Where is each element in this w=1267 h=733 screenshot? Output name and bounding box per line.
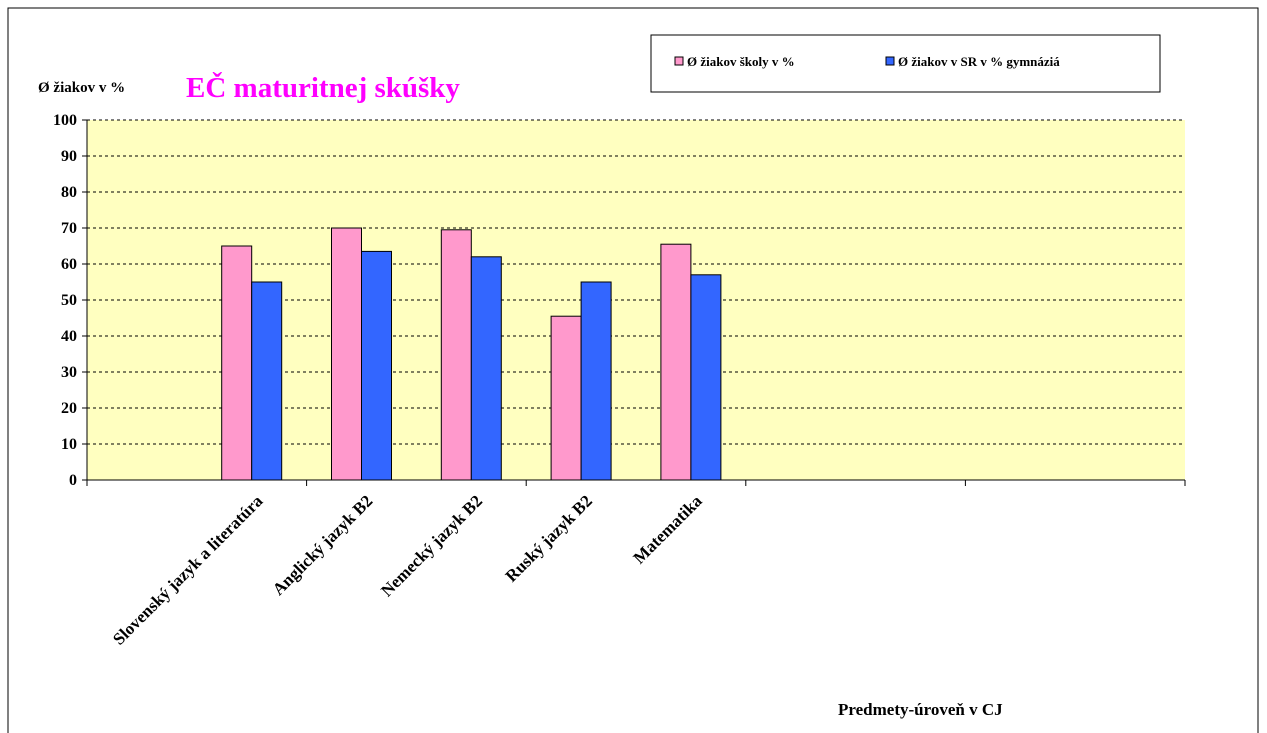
legend-swatch bbox=[885, 56, 895, 66]
y-axis-title: Ø žiakov v % bbox=[38, 80, 125, 96]
y-tick-label: 0 bbox=[69, 472, 77, 489]
bar bbox=[550, 315, 582, 481]
bar bbox=[440, 229, 472, 481]
chart-title: EČ maturitnej skúšky bbox=[186, 71, 460, 104]
y-tick-label: 50 bbox=[61, 292, 77, 309]
bar bbox=[361, 250, 392, 481]
legend-swatch bbox=[674, 56, 684, 66]
y-tick-label: 80 bbox=[61, 184, 77, 201]
y-tick-label: 30 bbox=[61, 364, 77, 381]
legend-label: Ø žiakov v SR v % gymnáziá bbox=[898, 54, 1060, 69]
y-tick-label: 10 bbox=[61, 436, 77, 453]
bar bbox=[331, 227, 362, 481]
y-tick-label: 70 bbox=[61, 220, 77, 237]
legend-label: Ø žiakov školy v % bbox=[687, 54, 795, 69]
x-axis-title: Predmety-úroveň v CJ bbox=[838, 700, 1003, 719]
bar bbox=[221, 245, 253, 481]
bar bbox=[251, 281, 283, 481]
bar bbox=[690, 274, 722, 481]
bar bbox=[580, 281, 612, 481]
y-tick-label: 40 bbox=[61, 328, 77, 345]
y-tick-label: 100 bbox=[53, 112, 77, 129]
y-tick-label: 90 bbox=[61, 148, 77, 165]
legend-box bbox=[650, 34, 1161, 93]
bar bbox=[660, 243, 692, 481]
y-tick-label: 60 bbox=[61, 256, 77, 273]
bar bbox=[470, 256, 502, 481]
y-tick-label: 20 bbox=[61, 400, 77, 417]
